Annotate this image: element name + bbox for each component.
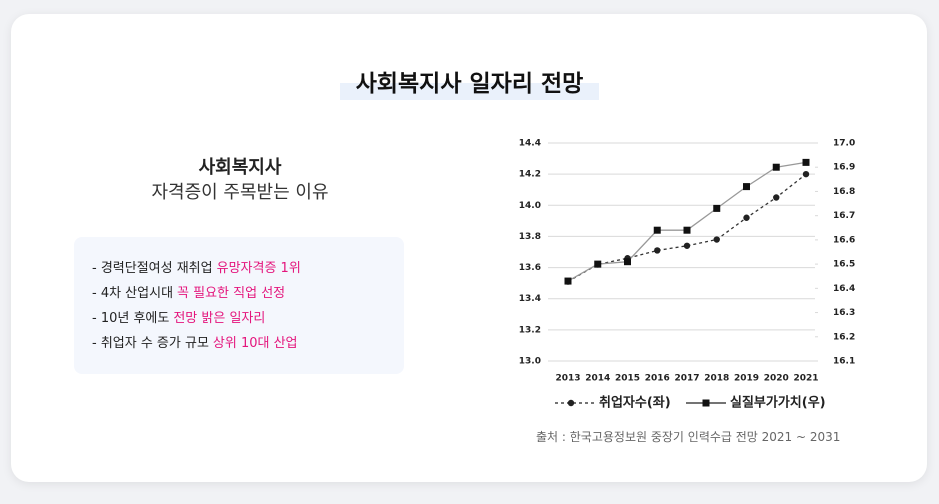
x-tick-label: 2019	[734, 374, 759, 384]
x-tick-label: 2021	[793, 374, 818, 384]
y2-tick-label: 16.3	[833, 308, 855, 318]
y-tick-label: 13.0	[519, 357, 541, 367]
legend-label: 실질부가가치(우)	[730, 395, 826, 411]
y2-tick-label: 16.4	[833, 284, 855, 294]
y-tick-label: 14.2	[519, 170, 541, 180]
reason-text: - 취업자 수 증가 규모	[92, 336, 209, 351]
data-point	[713, 236, 720, 243]
reason-highlight: 유망자격증 1위	[216, 261, 301, 276]
y-tick-label: 13.2	[519, 325, 541, 335]
data-point	[624, 258, 631, 266]
legend-marker	[567, 399, 575, 407]
y2-tick-label: 17.0	[833, 139, 855, 149]
y2-tick-label: 16.5	[833, 260, 855, 270]
reason-text: - 10년 후에도	[92, 311, 170, 326]
legend-label: 취업자수(좌)	[599, 395, 671, 411]
series-line	[567, 161, 807, 282]
y-tick-label: 13.8	[519, 232, 541, 242]
reason-highlight: 상위 10대 산업	[212, 336, 298, 351]
y2-tick-label: 16.9	[833, 163, 855, 173]
y2-tick-label: 16.2	[833, 332, 855, 342]
legend-marker	[702, 399, 710, 407]
reason-text: - 경력단절여성 재취업	[92, 261, 213, 276]
data-point	[594, 260, 602, 268]
reason-item: - 취업자 수 증가 규모 상위 10대 산업	[92, 331, 301, 356]
reason-item: - 4차 산업시대 꼭 필요한 직업 선정	[92, 281, 301, 306]
series-line	[567, 173, 807, 283]
data-point	[653, 226, 661, 234]
data-point	[743, 183, 750, 191]
x-tick-label: 2018	[704, 374, 729, 384]
data-point	[773, 194, 780, 201]
x-tick-label: 2013	[555, 374, 580, 384]
x-tick-label: 2020	[764, 374, 789, 384]
reason-text: - 4차 산업시대	[92, 286, 174, 301]
source: 출처 : 한국고용정보원 중장기 인력수급 전망 2021 ~ 2031	[536, 430, 841, 444]
data-point	[802, 158, 810, 166]
x-tick-label: 2015	[615, 374, 640, 384]
left-subtitle: 자격증이 주목받는 이유	[151, 182, 329, 203]
data-point	[772, 163, 780, 171]
y-tick-label: 13.4	[519, 294, 541, 304]
y2-tick-label: 16.8	[833, 187, 855, 197]
data-point	[713, 204, 721, 212]
data-point	[743, 214, 750, 221]
x-tick-label: 2016	[645, 374, 670, 384]
reason-item: - 10년 후에도 전망 밝은 일자리	[92, 306, 301, 331]
reason-box	[74, 237, 404, 374]
y-tick-label: 14.0	[519, 201, 541, 211]
left-title: 사회복지사	[198, 157, 282, 178]
reason-highlight: 전망 밝은 일자리	[173, 311, 266, 326]
data-point	[802, 170, 810, 178]
y-tick-label: 13.6	[519, 263, 541, 273]
x-tick-label: 2017	[674, 374, 699, 384]
y2-tick-label: 16.6	[833, 235, 855, 245]
y2-tick-label: 16.7	[833, 211, 855, 221]
title: 사회복지사 일자리 전망	[339, 62, 600, 100]
reason-item: - 경력단절여성 재취업 유망자격증 1위	[92, 256, 301, 281]
data-point	[654, 247, 661, 254]
y2-tick-label: 16.1	[833, 357, 855, 367]
title-wrap: 사회복지사 일자리 전망	[0, 62, 939, 100]
reason-highlight: 꼭 필요한 직업 선정	[177, 286, 286, 301]
y-tick-label: 14.4	[519, 139, 541, 149]
x-tick-label: 2014	[585, 374, 610, 384]
data-point	[683, 226, 691, 234]
data-point	[564, 277, 572, 285]
data-point	[683, 242, 691, 249]
reason-list: - 경력단절여성 재취업 유망자격증 1위 - 4차 산업시대 꼭 필요한 직업 선정…	[92, 256, 301, 356]
